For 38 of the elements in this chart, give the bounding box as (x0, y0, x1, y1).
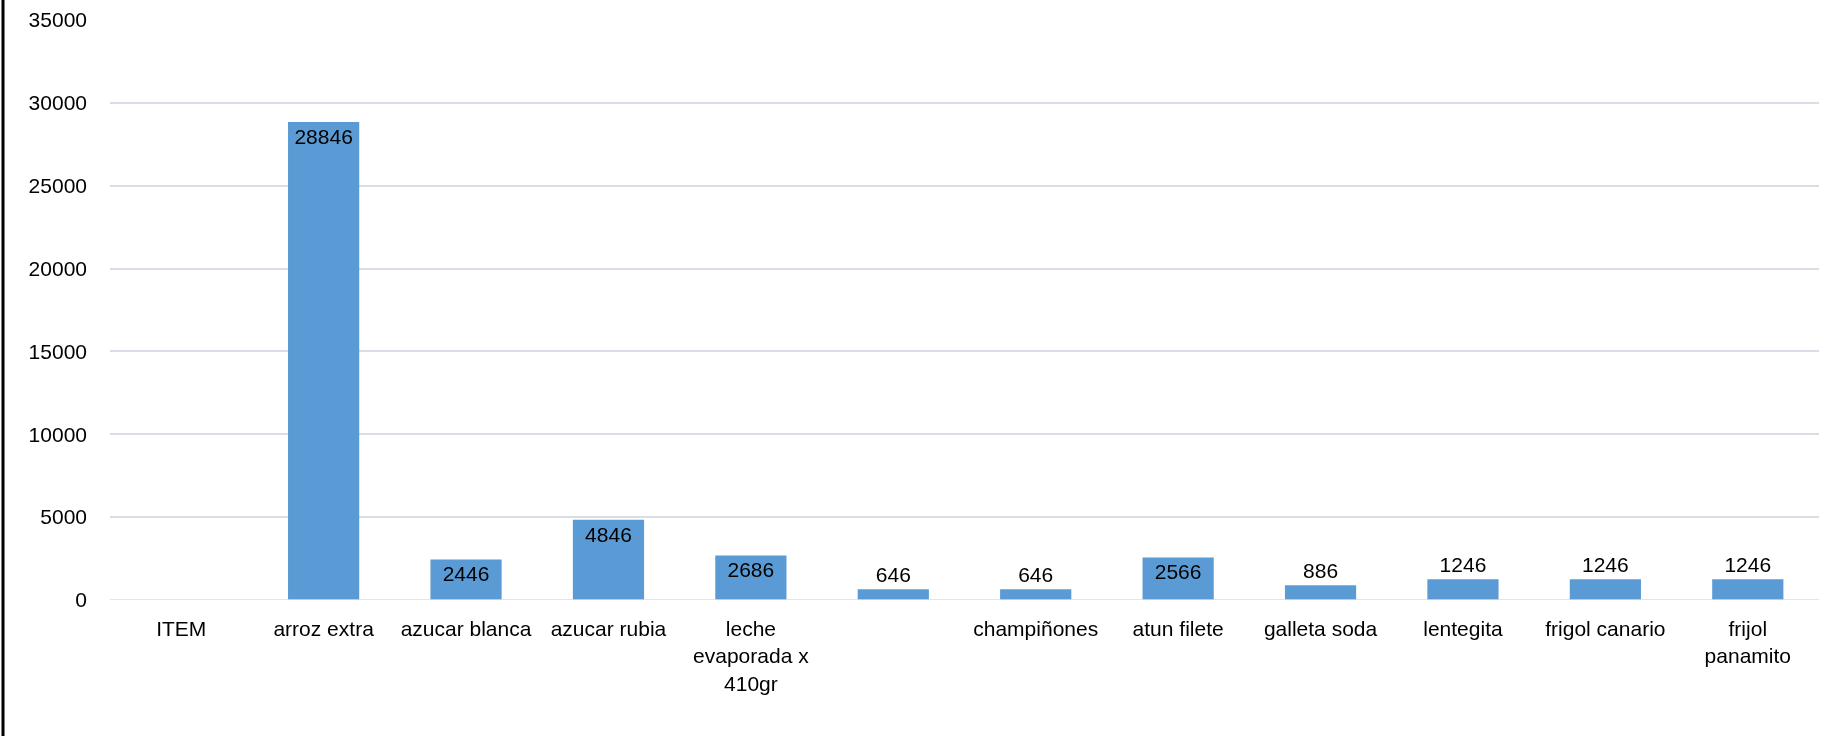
x-tick-label: frijol panamito (1704, 617, 1791, 668)
data-label: 886 (1303, 559, 1339, 583)
data-label: 2566 (1154, 560, 1202, 584)
y-tick-label: 5000 (40, 505, 87, 529)
x-tick-label: atun filete (1132, 617, 1224, 640)
x-tick-label: frigol canario (1545, 617, 1666, 640)
y-tick-label: 10000 (28, 422, 87, 446)
data-label: 2446 (442, 562, 490, 586)
data-label: 1246 (1439, 553, 1487, 577)
bar (288, 121, 360, 600)
data-label: 1246 (1582, 553, 1629, 577)
y-tick-label: 15000 (28, 339, 87, 363)
bar (857, 589, 929, 600)
y-tick-label: 0 (75, 588, 87, 612)
y-tick-label: 35000 (28, 8, 87, 32)
data-label: 1246 (1724, 553, 1772, 577)
x-tick-label: azucar rubia (550, 617, 667, 640)
y-tick-label: 30000 (28, 91, 87, 115)
bar (1569, 579, 1641, 600)
bar (1284, 585, 1357, 600)
data-label: 28846 (294, 124, 353, 148)
x-tick-label: galleta soda (1263, 617, 1378, 640)
x-tick-label: ITEM (156, 617, 207, 640)
bar (1000, 589, 1072, 600)
data-label: 4846 (585, 522, 632, 546)
x-tick-label: champiñones (973, 617, 1099, 640)
x-tick-label: leche evaporada x 410gr (693, 617, 810, 695)
y-tick-label: 20000 (28, 256, 87, 280)
bar (1427, 579, 1499, 600)
x-tick-label: arroz extra (273, 617, 375, 640)
data-label: 646 (1018, 563, 1054, 587)
y-tick-label: 25000 (28, 174, 87, 198)
x-tick-label: azucar blanca (400, 617, 532, 640)
data-label: 2686 (727, 558, 775, 582)
data-label: 646 (875, 563, 911, 587)
bar (1712, 579, 1784, 600)
bar (572, 519, 645, 600)
x-tick-label: lentegita (1423, 617, 1503, 640)
